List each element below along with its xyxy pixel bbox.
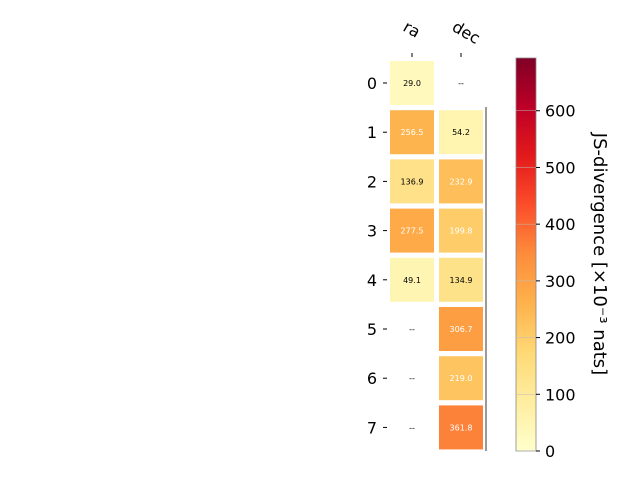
heatmap-cell <box>438 355 484 402</box>
column-tick-label: ra <box>400 17 424 42</box>
cell-value-label: 361.8 <box>450 423 473 432</box>
colorbar-tick-label: 400 <box>545 215 576 234</box>
cell-value-label: -- <box>458 79 464 88</box>
heatmap-cell <box>438 256 484 303</box>
cell-value-label: 256.5 <box>401 128 424 137</box>
cell-value-label: -- <box>409 374 415 383</box>
row-tick-label: 7 <box>367 418 377 437</box>
heatmap-cell <box>438 109 484 156</box>
heatmap-cell <box>389 207 435 254</box>
heatmap-cell <box>389 109 435 156</box>
colorbar-tick-label: 0 <box>545 442 555 461</box>
colorbar-tick-label: 200 <box>545 329 576 348</box>
cell-value-label: 136.9 <box>401 177 424 186</box>
cell-value-label: 277.5 <box>401 227 424 236</box>
cell-value-label: -- <box>409 423 415 432</box>
colorbar-tick-label: 300 <box>545 272 576 291</box>
row-tick-label: 3 <box>367 222 377 241</box>
cell-value-label: 49.1 <box>403 276 421 285</box>
colorbar-tick-label: 100 <box>545 385 576 404</box>
colorbar-tick-label: 600 <box>545 102 576 121</box>
row-tick-label: 5 <box>367 320 377 339</box>
row-tick-label: 4 <box>367 271 377 290</box>
heatmap-cell <box>438 306 484 352</box>
cell-value-label: 54.2 <box>452 128 470 137</box>
row-tick-label: 0 <box>367 74 377 93</box>
row-tick-label: 2 <box>367 172 377 191</box>
heatmap-cell <box>389 256 435 303</box>
column-ticks: ra dec <box>400 17 483 57</box>
colorbar: 0 100 200 300 400 500 600 JS-divergence [×10⁻³… <box>515 57 610 461</box>
colorbar-label: JS-divergence [×10⁻³ nats] <box>589 132 610 375</box>
row-tick-label: 6 <box>367 369 377 388</box>
heatmap-cell <box>438 207 484 254</box>
cell-value-label: 199.8 <box>450 227 473 236</box>
cell-value-label: -- <box>409 325 415 334</box>
cell-value-label: 134.9 <box>450 276 473 285</box>
colorbar-ticks: 0 100 200 300 400 500 600 <box>516 102 576 461</box>
cell-value-label: 306.7 <box>450 325 473 334</box>
row-ticks: 0 1 2 3 4 5 6 7 <box>367 74 387 437</box>
heatmap-cell <box>438 158 484 205</box>
heatmap-cell <box>389 60 435 106</box>
row-tick-label: 1 <box>367 123 377 142</box>
heatmap-cells: 29.0 -- 256.5 54.2 136.9 232.9 277.5 199.8 49.1 1… <box>389 60 487 451</box>
cell-value-label: 232.9 <box>450 177 473 186</box>
heatmap-cell <box>438 404 484 451</box>
colorbar-tick-label: 500 <box>545 158 576 177</box>
cell-value-label: 29.0 <box>403 79 421 88</box>
heatmap-cell <box>389 158 435 205</box>
colorbar-gradient <box>515 57 537 452</box>
cell-value-label: 219.0 <box>450 374 473 383</box>
column-tick-label: dec <box>449 17 483 48</box>
